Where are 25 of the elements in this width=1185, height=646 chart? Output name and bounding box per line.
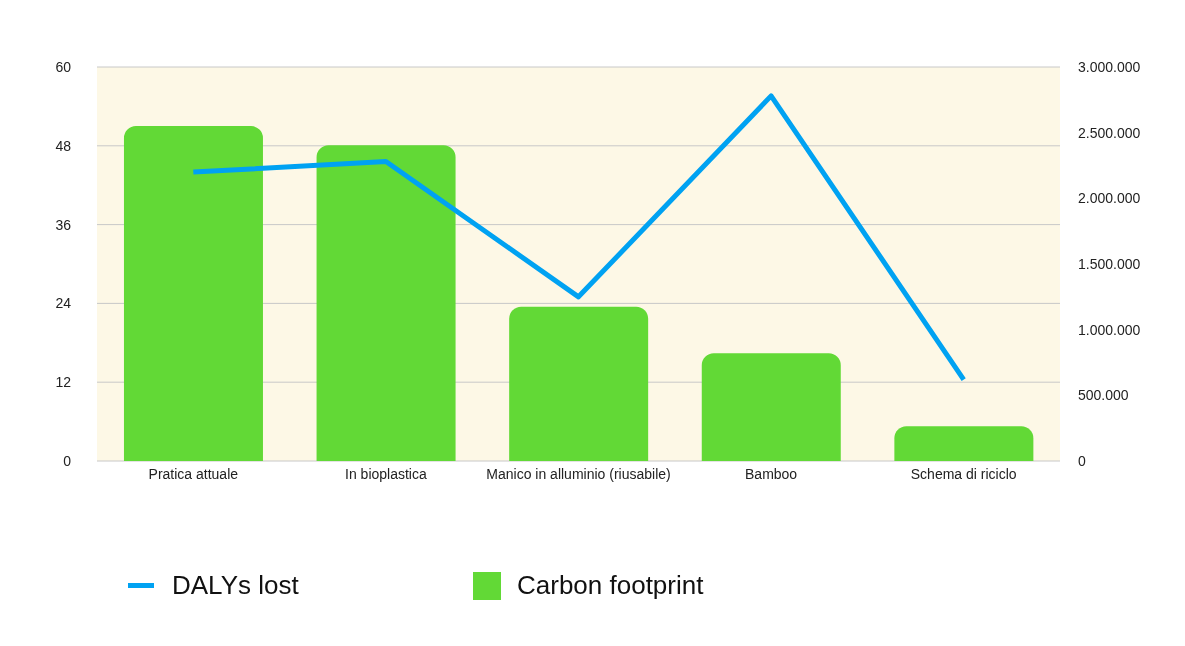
legend-label: DALYs lost <box>172 570 299 601</box>
x-tick-label: In bioplastica <box>345 465 427 482</box>
legend-label: Carbon footprint <box>517 570 704 601</box>
x-tick-label: Schema di riciclo <box>910 465 1017 482</box>
y2-tick-label: 3.000.000 <box>1078 58 1141 75</box>
bar <box>894 426 1034 461</box>
x-tick-label: Bamboo <box>745 465 798 482</box>
y2-tick-label: 2.500.000 <box>1078 124 1141 141</box>
y-tick-label: 0 <box>63 452 72 469</box>
y-tick-label: 60 <box>55 58 72 75</box>
x-tick-label: Pratica attuale <box>148 465 239 482</box>
bar <box>123 126 263 461</box>
y2-tick-label: 0 <box>1078 452 1086 469</box>
bar <box>316 145 456 461</box>
bar <box>509 306 649 461</box>
y-tick-label: 24 <box>55 295 72 312</box>
y2-tick-label: 1.500.000 <box>1078 255 1141 272</box>
x-tick-label: Manico in alluminio (riusabile) <box>486 465 671 482</box>
bar <box>701 353 841 461</box>
y2-tick-label: 1.000.000 <box>1078 321 1141 338</box>
y-tick-label: 36 <box>55 216 72 233</box>
y-tick-label: 12 <box>55 374 72 391</box>
y2-tick-label: 2.000.000 <box>1078 190 1141 207</box>
y2-tick-label: 500.000 <box>1078 387 1129 404</box>
y-tick-label: 48 <box>55 137 72 154</box>
